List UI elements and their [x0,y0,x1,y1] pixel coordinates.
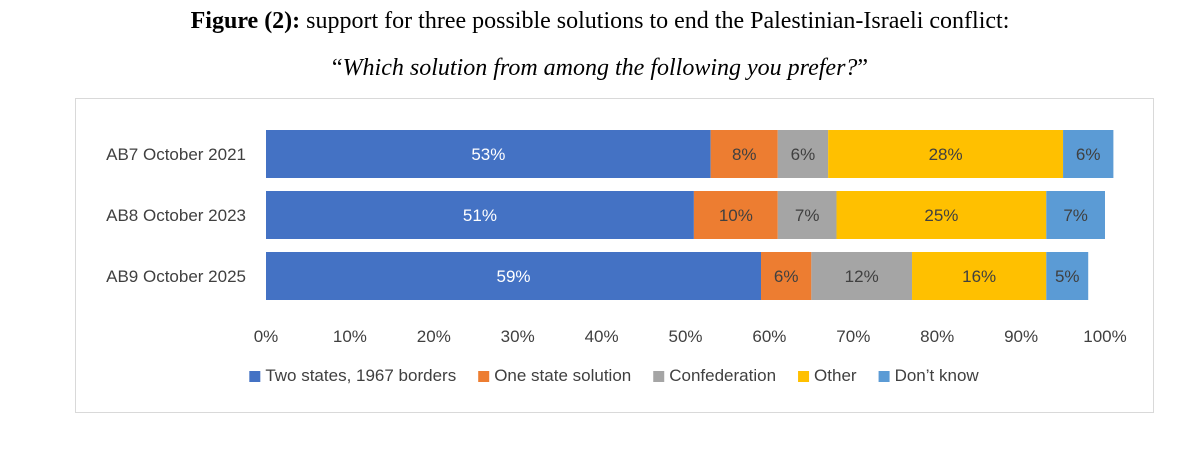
data-label: 7% [1063,206,1088,225]
x-tick-label: 10% [333,327,367,346]
legend: Two states, 1967 borders One state soluti… [249,366,979,385]
chart-frame [75,98,1154,413]
data-label: 51% [463,206,497,225]
data-label: 6% [1076,145,1101,164]
subtitle-open-quote: “ [331,55,343,81]
legend-label: Don’t know [895,366,980,385]
bar-segment [828,130,1064,178]
category-label: AB9 October 2025 [106,267,246,286]
figure-subtitle: “Which solution from among the following… [0,55,1200,82]
x-tick-label: 50% [668,327,702,346]
data-label: 25% [924,206,958,225]
x-tick-label: 100% [1083,327,1126,346]
legend-swatch [249,371,261,382]
data-label: 59% [496,267,530,286]
data-label: 10% [719,206,753,225]
subtitle-close-quote: ” [857,55,869,81]
bar-segment [266,252,762,300]
bar-segment [1046,191,1105,239]
data-label: 8% [732,145,757,164]
data-label: 12% [845,267,879,286]
category-label: AB8 October 2023 [106,206,246,225]
data-label: 7% [795,206,820,225]
category-label: AB7 October 2021 [106,145,246,164]
bars-group: 53% 8% 6% 28% 6% 51% 10% 7% 25% 7% 59% 6% 12% 16% 5% [266,130,1114,300]
data-label: 53% [471,145,505,164]
bar-segment [836,191,1047,239]
data-label: 5% [1055,267,1080,286]
legend-label: One state solution [494,366,631,385]
figure-title-text: support for three possible solutions to … [300,8,1010,34]
x-tick-label: 20% [417,327,451,346]
x-tick-label: 90% [1004,327,1038,346]
legend-swatch [798,371,810,382]
bar-segment [777,191,837,239]
bar-segment [811,252,913,300]
legend-swatch [878,371,890,382]
x-tick-label: 40% [585,327,619,346]
legend-label: Two states, 1967 borders [265,366,456,385]
x-tick-label: 70% [836,327,870,346]
bar-segment [693,191,778,239]
bar-segment [777,130,829,178]
bar-segment [1063,130,1114,178]
x-tick-label: 80% [920,327,954,346]
x-tick-label: 30% [501,327,535,346]
data-label: 6% [774,267,799,286]
figure-title-bold: Figure (2): [190,8,301,34]
bar-segment [761,252,812,300]
bar-segment [266,191,694,239]
x-axis-ticks: 0% 10% 20% 30% 40% 50% 60% 70% 80% 90% 100% [254,327,1127,346]
x-tick-label: 60% [752,327,786,346]
legend-label: Other [814,366,857,385]
legend-swatch [478,371,490,382]
bar-segment [912,252,1047,300]
subtitle-question: Which solution from among the following … [342,55,858,81]
legend-swatch [653,371,665,382]
data-label: 28% [929,145,963,164]
bar-segment [1046,252,1089,300]
figure-title: Figure (2): support for three possible s… [0,8,1200,35]
data-label: 6% [791,145,816,164]
legend-label: Confederation [669,366,776,385]
bar-segment [266,130,711,178]
x-tick-label: 0% [254,327,279,346]
category-labels: AB7 October 2021 AB8 October 2023 AB9 Octo… [106,145,246,286]
data-label: 16% [962,267,996,286]
bar-segment [710,130,778,178]
